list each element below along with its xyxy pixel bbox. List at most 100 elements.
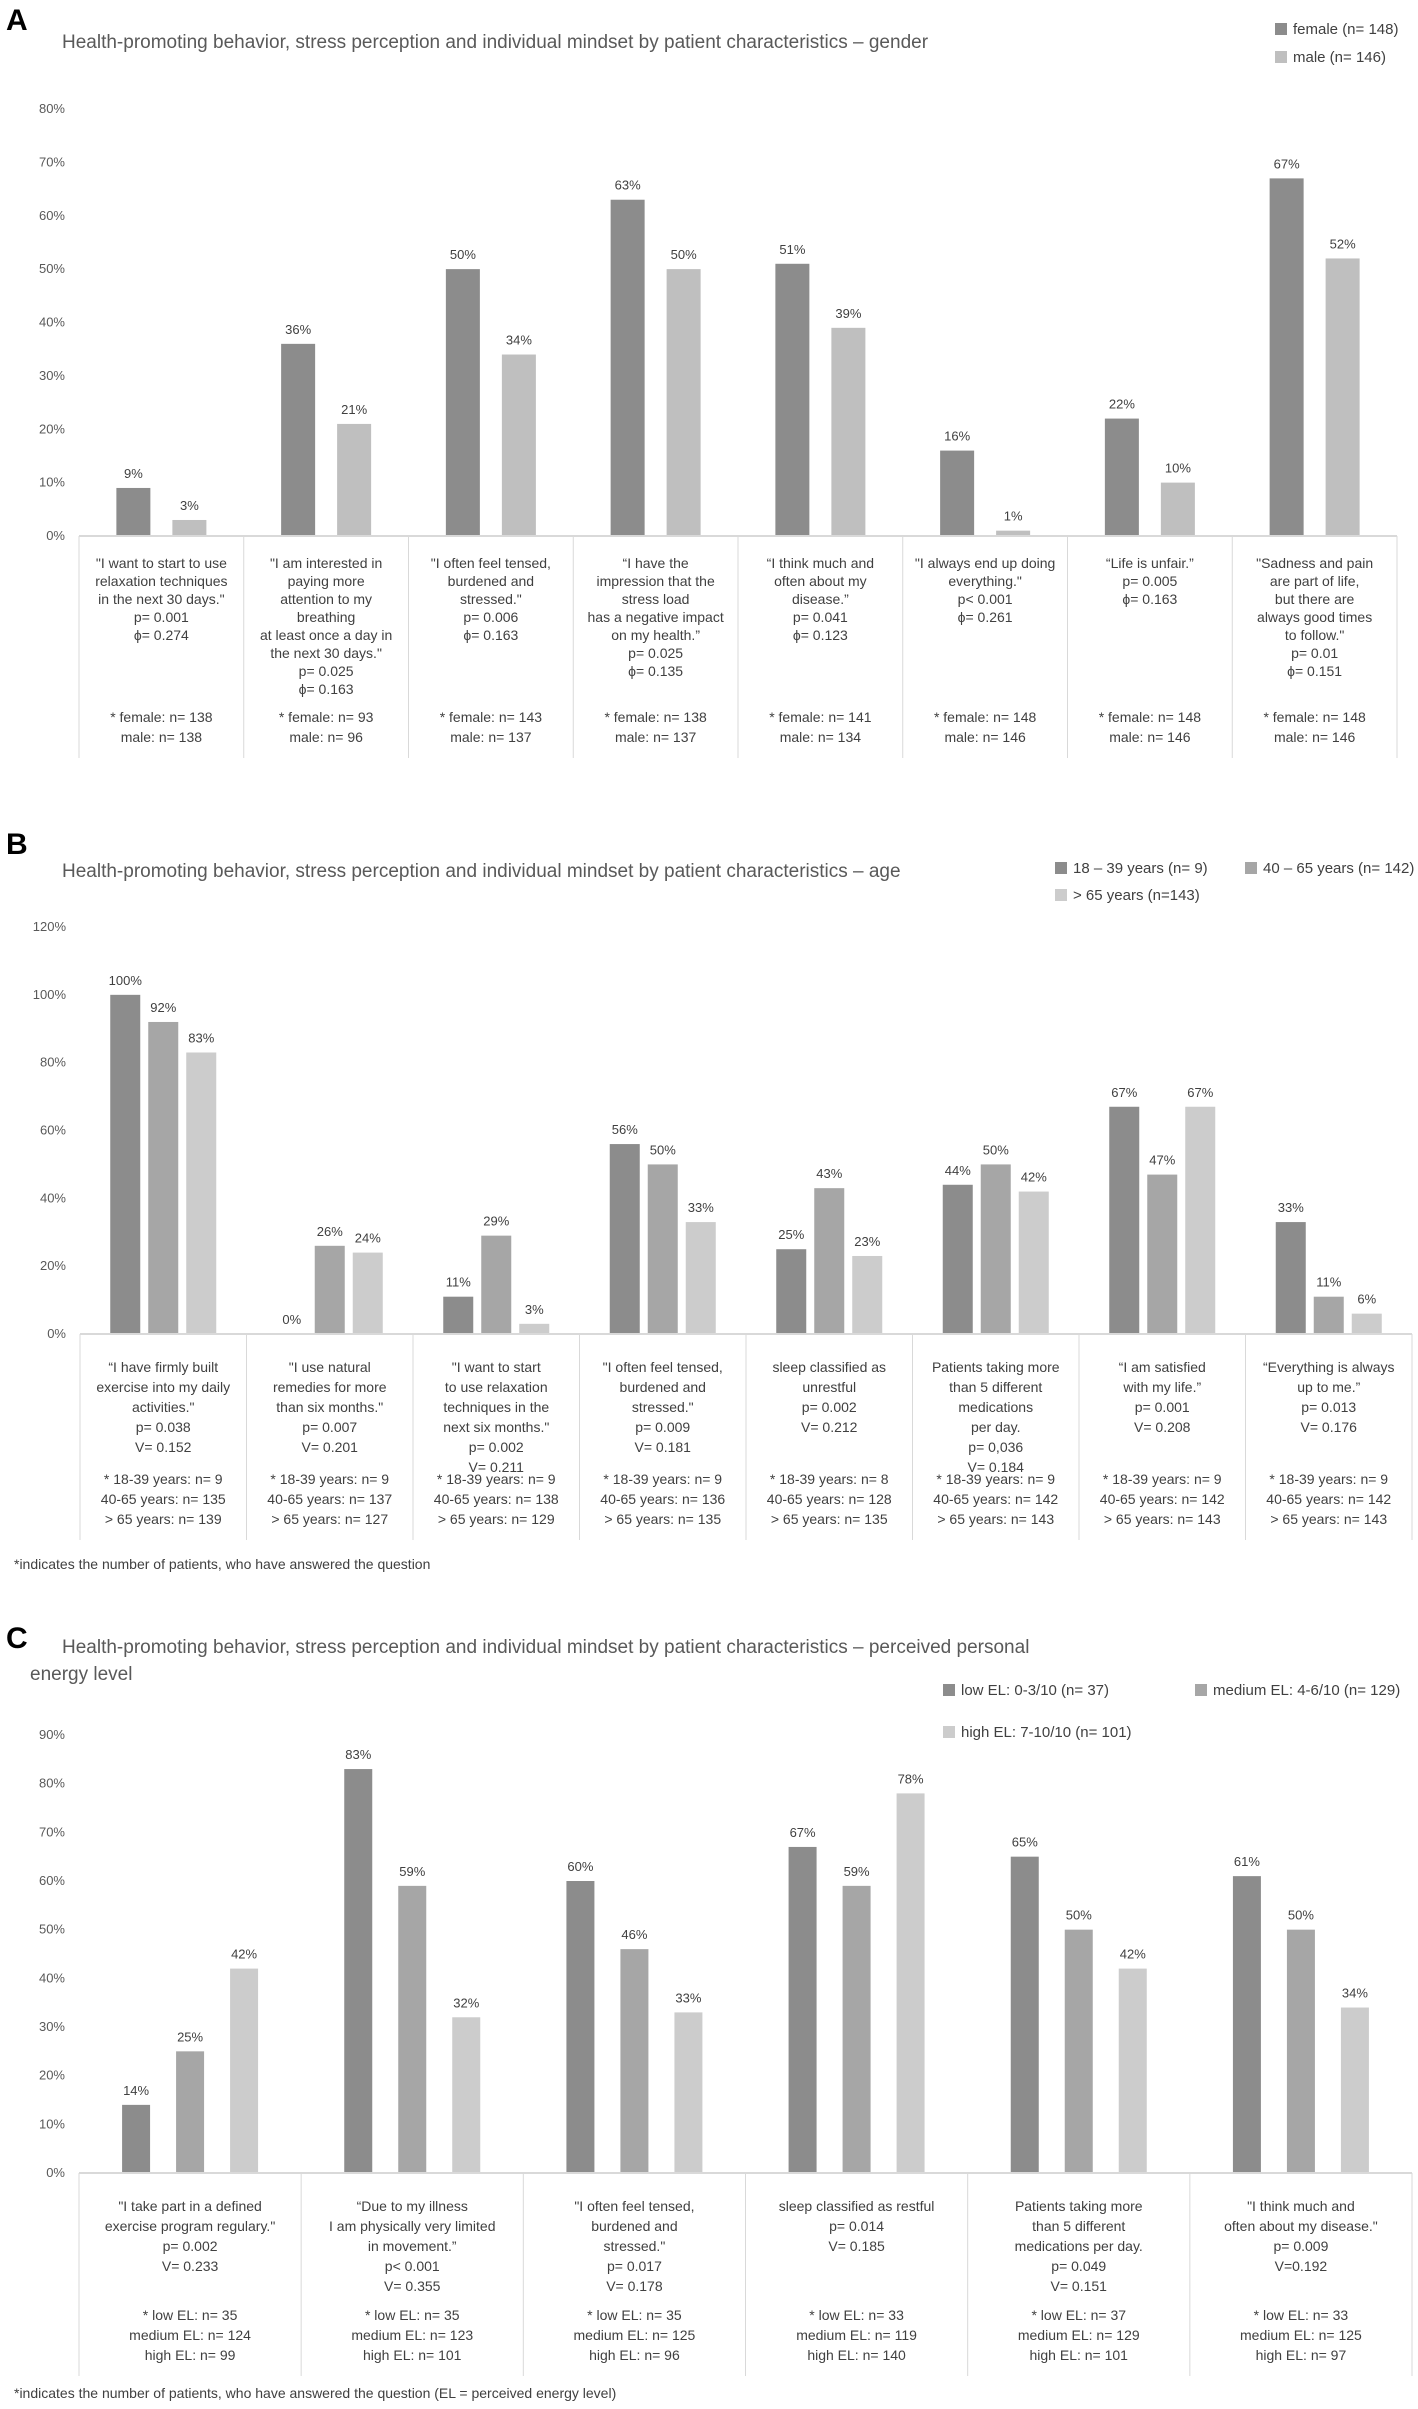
category-label: are part of life,: [1270, 573, 1360, 589]
category-label: "I am interested in: [270, 555, 382, 571]
category-label: often about my: [774, 573, 867, 589]
y-tick-label: 100%: [33, 987, 67, 1002]
footnote: *indicates the number of patients, who h…: [14, 2385, 616, 2401]
sample-size-label: > 65 years: n= 143: [937, 1511, 1054, 1527]
category-label: V= 0.152: [135, 1439, 192, 1455]
category-label: V= 0.201: [302, 1439, 359, 1455]
data-label: 50%: [1288, 1908, 1314, 1923]
category-label: V= 0.208: [1134, 1419, 1191, 1435]
bar: [896, 1793, 925, 2173]
category-label: V=0.192: [1275, 2258, 1328, 2274]
category-label: breathing: [297, 609, 355, 625]
legend-label: female (n= 148): [1293, 21, 1398, 38]
category-label: often about my disease.": [1224, 2218, 1378, 2234]
category-label: p= 0.025: [299, 663, 354, 679]
y-tick-label: 0%: [46, 2165, 65, 2180]
data-label: 63%: [615, 178, 641, 193]
category-label: “Due to my illness: [357, 2198, 468, 2214]
category-label: p< 0.001: [958, 591, 1013, 607]
bar: [566, 1881, 595, 2173]
data-label: 92%: [150, 1000, 176, 1015]
sample-size-label: high EL: n= 101: [363, 2347, 462, 2363]
category-label: stress load: [622, 591, 690, 607]
category-label: stressed.": [460, 591, 522, 607]
category-label: burdened and: [448, 573, 534, 589]
category-label: p= 0.01: [1291, 645, 1338, 661]
category-label: "I think much and: [1247, 2198, 1355, 2214]
category-label: p= 0.001: [1135, 1399, 1190, 1415]
y-tick-label: 50%: [39, 261, 65, 276]
category-label: "Sadness and pain: [1256, 555, 1373, 571]
category-label: ϕ= 0.261: [958, 609, 1013, 625]
bar: [519, 1323, 550, 1334]
sample-size-label: * 18-39 years: n= 9: [437, 1471, 556, 1487]
sample-size-label: * female: n= 93: [279, 709, 374, 725]
sample-size-label: medium EL: n= 123: [351, 2327, 473, 2343]
category-label: on my health.”: [611, 627, 700, 643]
bar: [116, 487, 151, 536]
legend-swatch: [943, 1726, 955, 1738]
y-tick-label: 10%: [39, 475, 65, 490]
data-label: 83%: [188, 1030, 214, 1045]
sample-size-label: * female: n= 143: [440, 709, 543, 725]
data-label: 50%: [450, 247, 476, 262]
data-label: 33%: [688, 1200, 714, 1215]
bar: [122, 2104, 151, 2173]
chart-title: Health-promoting behavior, stress percep…: [62, 32, 929, 53]
y-tick-label: 50%: [39, 1922, 65, 1937]
category-label: stressed.": [632, 1399, 694, 1415]
data-label: 42%: [1120, 1947, 1146, 1962]
category-label: p= 0.007: [302, 1419, 357, 1435]
data-label: 50%: [983, 1142, 1009, 1157]
bar: [996, 530, 1031, 536]
bar: [481, 1235, 512, 1334]
bar: [1313, 1296, 1344, 1334]
data-label: 42%: [231, 1947, 257, 1962]
bar: [1109, 1106, 1140, 1334]
sample-size-label: 40-65 years: n= 135: [101, 1491, 226, 1507]
data-label: 67%: [1111, 1085, 1137, 1100]
data-label: 11%: [446, 1275, 471, 1290]
category-label: V= 0.181: [635, 1439, 692, 1455]
bar: [1325, 258, 1360, 536]
category-label: sleep classified as: [772, 1359, 886, 1375]
category-label: Patients taking more: [932, 1359, 1060, 1375]
bar: [852, 1255, 883, 1334]
category-label: burdened and: [620, 1379, 706, 1395]
bar: [1232, 1876, 1261, 2173]
y-tick-label: 0%: [47, 1326, 66, 1341]
bar: [1118, 1968, 1147, 2173]
data-label: 51%: [779, 242, 805, 257]
category-label: burdened and: [591, 2218, 677, 2234]
data-label: 50%: [671, 247, 697, 262]
category-label: p= 0.002: [802, 1399, 857, 1415]
category-label: V= 0.355: [384, 2278, 441, 2294]
legend-label: 18 – 39 years (n= 9): [1073, 860, 1208, 877]
bar: [1340, 2007, 1369, 2173]
category-label: "I use natural: [289, 1359, 371, 1375]
data-label: 24%: [355, 1231, 381, 1246]
bar: [314, 1245, 345, 1334]
category-label: "I often feel tensed,: [603, 1359, 723, 1375]
sample-size-label: male: n= 146: [1274, 729, 1356, 745]
sample-size-label: * 18-39 years: n= 9: [936, 1471, 1055, 1487]
sample-size-label: male: n= 146: [1109, 729, 1191, 745]
y-tick-label: 80%: [39, 1776, 65, 1791]
legend-swatch: [1055, 862, 1067, 874]
category-label: in the next 30 days.": [98, 591, 224, 607]
y-tick-label: 0%: [46, 528, 65, 543]
sample-size-label: male: n= 137: [450, 729, 532, 745]
legend-swatch: [1275, 51, 1287, 63]
data-label: 32%: [453, 1995, 479, 2010]
category-label: to use relaxation: [445, 1379, 548, 1395]
category-label: p= 0.009: [1273, 2238, 1328, 2254]
category-label: I am physically very limited: [329, 2218, 496, 2234]
category-label: attention to my: [280, 591, 372, 607]
data-label: 22%: [1109, 397, 1135, 412]
data-label: 39%: [835, 306, 861, 321]
category-label: ϕ= 0.163: [463, 627, 518, 643]
sample-size-label: male: n= 137: [615, 729, 697, 745]
sample-size-label: * low EL: n= 33: [1254, 2307, 1349, 2323]
data-label: 26%: [317, 1224, 343, 1239]
sample-size-label: > 65 years: n= 139: [105, 1511, 222, 1527]
